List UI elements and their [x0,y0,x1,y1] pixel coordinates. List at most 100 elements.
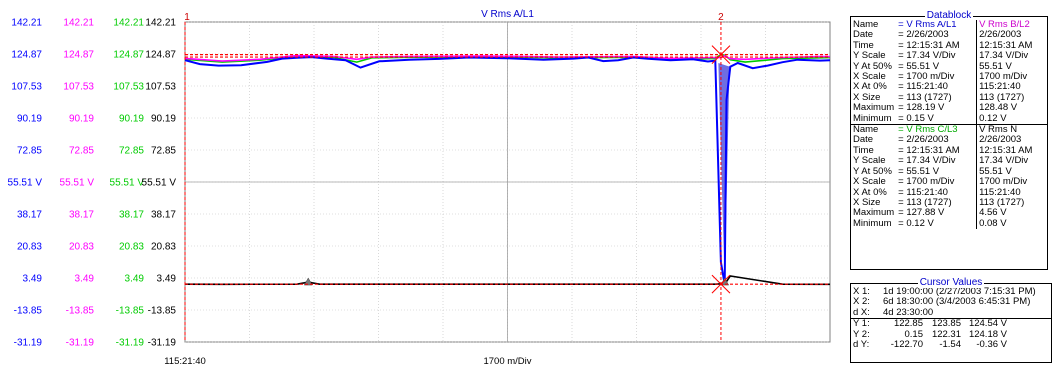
y-tick-label: 20.83 [69,242,94,253]
datablock-panel: Datablock Name = V Rms A/L1 V Rms B/L2 Date… [850,10,1048,270]
datablock-value: = 0.12 V [898,217,934,229]
y-tick-label: -13.85 [116,306,145,317]
event-marker [303,277,313,286]
datablock-row: X At 0% = 115:21:40 115:21:40 [851,186,1047,198]
datablock-table: Name = V Rms A/L1 V Rms B/L2 Date = 2/26/200… [851,19,1047,230]
cursor-values-body: X 1: 1d 19:00:00 (2/27/2003 7:15:31 PM) X … [851,286,1051,350]
y-tick-label: 142.21 [11,18,42,29]
y-tick-label: 124.87 [63,50,94,61]
datablock-row: Maximum = 127.88 V 4.56 V [851,207,1047,219]
datablock-row-label: Y Scale [853,50,886,62]
cursor-value-b: -1.54 [939,339,961,351]
y-tick-label: 38.17 [69,210,94,221]
y-tick-label: 3.49 [75,274,95,285]
datablock-value: 2/26/2003 [976,29,1047,41]
datablock-row: X Scale = 1700 m/Div 1700 m/Div [851,176,1047,188]
y-tick-label: -31.19 [66,338,95,349]
cursor-value-row: X 1: 1d 19:00:00 (2/27/2003 7:15:31 PM) [851,286,1051,297]
datablock-row-label: Minimum [853,112,892,124]
datablock-row-label: X At 0% [853,186,887,198]
cursor-value-a: -122.70 [890,339,923,351]
datablock-row: X At 0% = 115:21:40 115:21:40 [851,81,1047,93]
series-line [184,56,831,285]
datablock-row-label: Maximum [853,102,895,114]
datablock-value: 0.12 V [976,113,1047,125]
cursor-value-row: d X: 4d 23:30:00 [851,306,1051,318]
datablock-value: 115:21:40 [976,82,1047,93]
datablock-value: 55.51 V [976,61,1047,73]
y-tick-label: 107.53 [145,82,176,93]
y-tick-label: 3.49 [125,274,145,285]
datablock-value: 1700 m/Div [976,176,1047,188]
datablock-header-row: Name = V Rms A/L1 V Rms B/L2 [851,19,1047,31]
datablock-row-label: Name [853,19,879,30]
y-tick-label: -13.85 [148,306,177,317]
y-tick-label: 55.51 V [142,178,177,189]
y-tick-label: 55.51 V [60,178,95,189]
y-tick-label: 124.87 [145,50,176,61]
datablock-value: 128.48 V [976,102,1047,114]
cursor-value-text: 1d 19:00:00 (2/27/2003 7:15:31 PM) [883,286,1036,297]
datablock-value: = 115:21:40 [898,186,948,198]
cursor-cross-mark [711,274,731,294]
datablock-value: 17.34 V/Div [976,50,1047,62]
cursor-value-label: X 1: [853,286,870,297]
y-tick-label: 72.85 [151,146,176,157]
datablock-row-label: Maximum [853,207,895,219]
y-tick-label: 72.85 [17,146,42,157]
y-tick-label: 3.49 [157,274,177,285]
chart-title: V Rms A/L1 [481,9,534,20]
cursor-value-b: 123.85 [931,318,961,330]
datablock-value: = 128.19 V [898,102,945,114]
datablock-value: = 1700 m/Div [898,176,955,188]
datablock-value: = 127.88 V [898,207,945,219]
y-tick-label: 124.87 [11,50,42,61]
datablock-row: X Size = 113 (1727) 113 (1727) [851,197,1047,209]
datablock-row: X Scale = 1700 m/Div 1700 m/Div [851,71,1047,83]
cursor-y-block: Y 1: 122.85 123.85 124.54 V Y 2: 0.15 122.31 12… [851,318,1051,350]
datablock-value: 113 (1727) [976,197,1047,209]
cursor-value-label: d Y: [853,339,870,351]
y-tick-label: 90.19 [69,114,94,125]
y-tick-label: 55.51 V [110,178,145,189]
cursor-value-c: -0.36 V [976,339,1007,351]
y-tick-label: -31.19 [14,338,43,349]
cursor-values-panel: Cursor Values X 1: 1d 19:00:00 (2/27/2003… [850,277,1052,363]
datablock-row: Time = 12:15:31 AM 12:15:31 AM [851,145,1047,157]
cursor-value-c: 124.18 V [968,328,1007,340]
datablock-value: = 17.34 V/Div [898,155,956,167]
datablock-row-label: X At 0% [853,81,887,93]
datablock-value: = 113 (1727) [898,91,952,103]
y-tick-label: 20.83 [151,242,176,253]
cursor-cross-mark [711,45,731,64]
datablock-row: Y Scale = 17.34 V/Div 17.34 V/Div [851,50,1047,62]
y-tick-label: 90.19 [119,114,144,125]
event-marker [720,277,730,286]
y-tick-label: 142.21 [63,18,94,29]
y-tick-label: 124.87 [113,50,144,61]
datablock-value: 0.08 V [976,218,1047,230]
cursor-value-label: d X: [853,306,870,318]
datablock-row-label: Date [853,134,874,146]
cursor-label: 2 [718,12,724,23]
datablock-row-label: Y At 50% [853,60,892,72]
y-tick-label: 90.19 [17,114,42,125]
y-tick-label: 38.17 [17,210,42,221]
datablock-series-name: V Rms B/L2 [976,19,1047,31]
y-tick-label: 142.21 [145,18,176,29]
cursor-x-block: X 1: 1d 19:00:00 (2/27/2003 7:15:31 PM) X … [851,286,1051,318]
datablock-title: Datablock [924,10,974,21]
datablock-value: 4.56 V [976,207,1047,219]
datablock-series-name: = V Rms C/L3 [896,124,977,136]
datablock-row: Time = 12:15:31 AM 12:15:31 AM [851,39,1047,52]
y-tick-label: 107.53 [11,82,42,93]
datablock-row-label: X Scale [853,176,886,188]
y-tick-label: -31.19 [116,338,145,349]
y-tick-label: 107.53 [113,82,144,93]
cursor-label: 1 [184,12,190,23]
datablock-row-label: Name [851,124,897,136]
datablock-value: 55.51 V [976,166,1047,178]
datablock-row-label: X Size [853,91,881,103]
y-tick-label: -13.85 [66,306,95,317]
datablock-value: = 12:15:31 AM [898,39,960,51]
